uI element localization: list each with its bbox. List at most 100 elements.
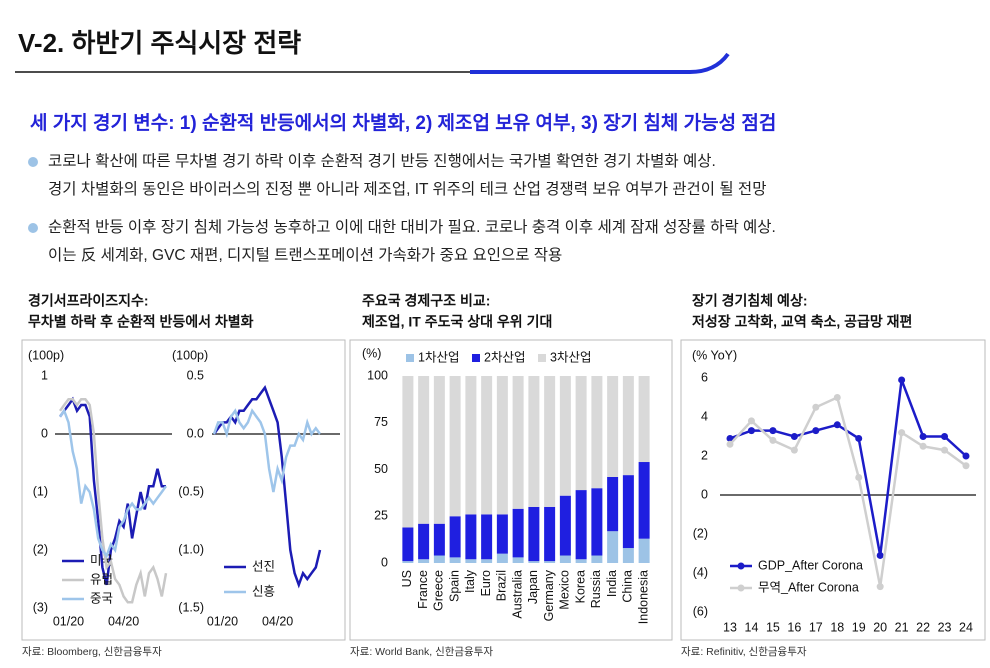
- legend-swatch: [737, 584, 745, 592]
- bar-segment: [575, 376, 587, 491]
- x-tick-label: Greece: [432, 570, 446, 611]
- data-point: [898, 376, 906, 384]
- x-tick-label: 13: [723, 620, 737, 634]
- data-point: [855, 434, 863, 442]
- data-point: [790, 446, 798, 454]
- bar-segment: [638, 376, 650, 463]
- x-tick-label: 01/20: [207, 614, 238, 628]
- data-point: [876, 583, 884, 591]
- x-tick-label: Indonesia: [636, 570, 650, 624]
- legend-label: 3차산업: [550, 350, 591, 364]
- bar-segment: [559, 495, 571, 556]
- y-tick-label: 50: [374, 462, 388, 476]
- bar-segment: [607, 376, 619, 477]
- legend-label: 유럽: [90, 572, 113, 586]
- bar-segment: [402, 561, 414, 563]
- data-point: [812, 403, 820, 411]
- bar-segment: [481, 514, 493, 560]
- x-tick-label: France: [416, 570, 430, 609]
- bar-segment: [496, 514, 508, 554]
- x-tick-label: 15: [766, 620, 780, 634]
- bar-segment: [638, 538, 650, 563]
- bullet-line: 이는 反 세계화, GVC 재편, 디지털 트랜스포메이션 가속화가 중요 요인…: [48, 246, 562, 264]
- x-tick-label: 23: [938, 620, 952, 634]
- data-point: [962, 452, 970, 460]
- panel-frame: [21, 339, 346, 641]
- bar-segment: [512, 557, 524, 563]
- x-tick-label: 04/20: [108, 614, 139, 628]
- x-tick-label: 24: [959, 620, 973, 634]
- panel-title: 경기서프라이즈지수:: [28, 293, 149, 309]
- bar-segment: [449, 557, 461, 563]
- bar-segment: [402, 527, 414, 562]
- data-point: [833, 394, 841, 401]
- panel-title: 제조업, IT 주도국 상대 우위 기대: [362, 314, 552, 330]
- data-point: [747, 427, 755, 435]
- bar-segment: [433, 555, 445, 563]
- x-tick-label: 22: [916, 620, 930, 634]
- bar-segment: [622, 475, 634, 549]
- legend-label: 신흥: [252, 584, 275, 598]
- bar-segment: [591, 376, 603, 489]
- data-point: [747, 417, 755, 425]
- x-tick-label: Russia: [589, 570, 603, 608]
- bar-segment: [638, 462, 650, 539]
- x-tick-label: 18: [830, 620, 844, 634]
- bar-segment: [544, 376, 556, 507]
- bar-segment: [449, 516, 461, 558]
- y-unit: (% YoY): [692, 348, 737, 362]
- bar-segment: [402, 376, 414, 528]
- bar-segment: [544, 561, 556, 563]
- x-tick-label: Korea: [573, 570, 587, 603]
- x-tick-label: Euro: [479, 570, 493, 596]
- y-tick-label: 100: [367, 368, 388, 382]
- bar-segment: [465, 559, 477, 563]
- data-point: [812, 427, 820, 435]
- bar-segment: [465, 514, 477, 560]
- panel-title: 무차별 하락 후 순환적 반등에서 차별화: [28, 314, 254, 330]
- y-tick-label: 1: [41, 368, 48, 382]
- data-point: [726, 434, 734, 442]
- legend-label: 중국: [90, 591, 113, 605]
- legend-swatch: [538, 354, 546, 362]
- x-tick-label: Spain: [447, 570, 461, 602]
- data-line: [58, 408, 168, 559]
- x-tick-label: China: [621, 570, 635, 603]
- y-tick-label: (6): [693, 604, 708, 618]
- x-tick-label: Japan: [526, 570, 540, 604]
- data-line: [212, 408, 322, 493]
- y-tick-label: 2: [701, 448, 708, 462]
- y-tick-label: (2): [693, 526, 708, 540]
- data-point: [855, 473, 863, 481]
- source: 자료: World Bank, 신한금융투자: [350, 646, 493, 658]
- title-swoosh: [470, 52, 730, 74]
- x-tick-label: US: [400, 570, 414, 587]
- source: 자료: Bloomberg, 신한금융투자: [22, 646, 162, 658]
- data-point: [919, 433, 927, 440]
- data-point: [769, 427, 777, 435]
- bar-segment: [481, 559, 493, 563]
- y-unit: (100p): [28, 348, 64, 362]
- y-tick-label: (3): [33, 600, 48, 614]
- x-tick-label: Italy: [463, 569, 477, 593]
- x-tick-label: India: [605, 570, 619, 597]
- legend-swatch: [737, 562, 745, 570]
- bar-segment: [575, 559, 587, 563]
- bar-segment: [433, 523, 445, 556]
- bar-segment: [544, 506, 556, 562]
- y-tick-label: 6: [701, 370, 708, 384]
- bar-segment: [591, 488, 603, 556]
- y-unit: (100p): [172, 348, 208, 362]
- bar-segment: [528, 376, 540, 507]
- y-tick-label: 0: [701, 487, 708, 501]
- bar-segment: [465, 376, 477, 515]
- x-tick-label: Mexico: [558, 570, 572, 610]
- bar-segment: [418, 376, 430, 524]
- data-line: [58, 397, 168, 604]
- data-line: [58, 396, 166, 586]
- y-tick-label: 0: [41, 426, 48, 440]
- y-tick-label: 0.5: [187, 368, 204, 382]
- data-point: [790, 433, 798, 440]
- data-line: [729, 379, 967, 556]
